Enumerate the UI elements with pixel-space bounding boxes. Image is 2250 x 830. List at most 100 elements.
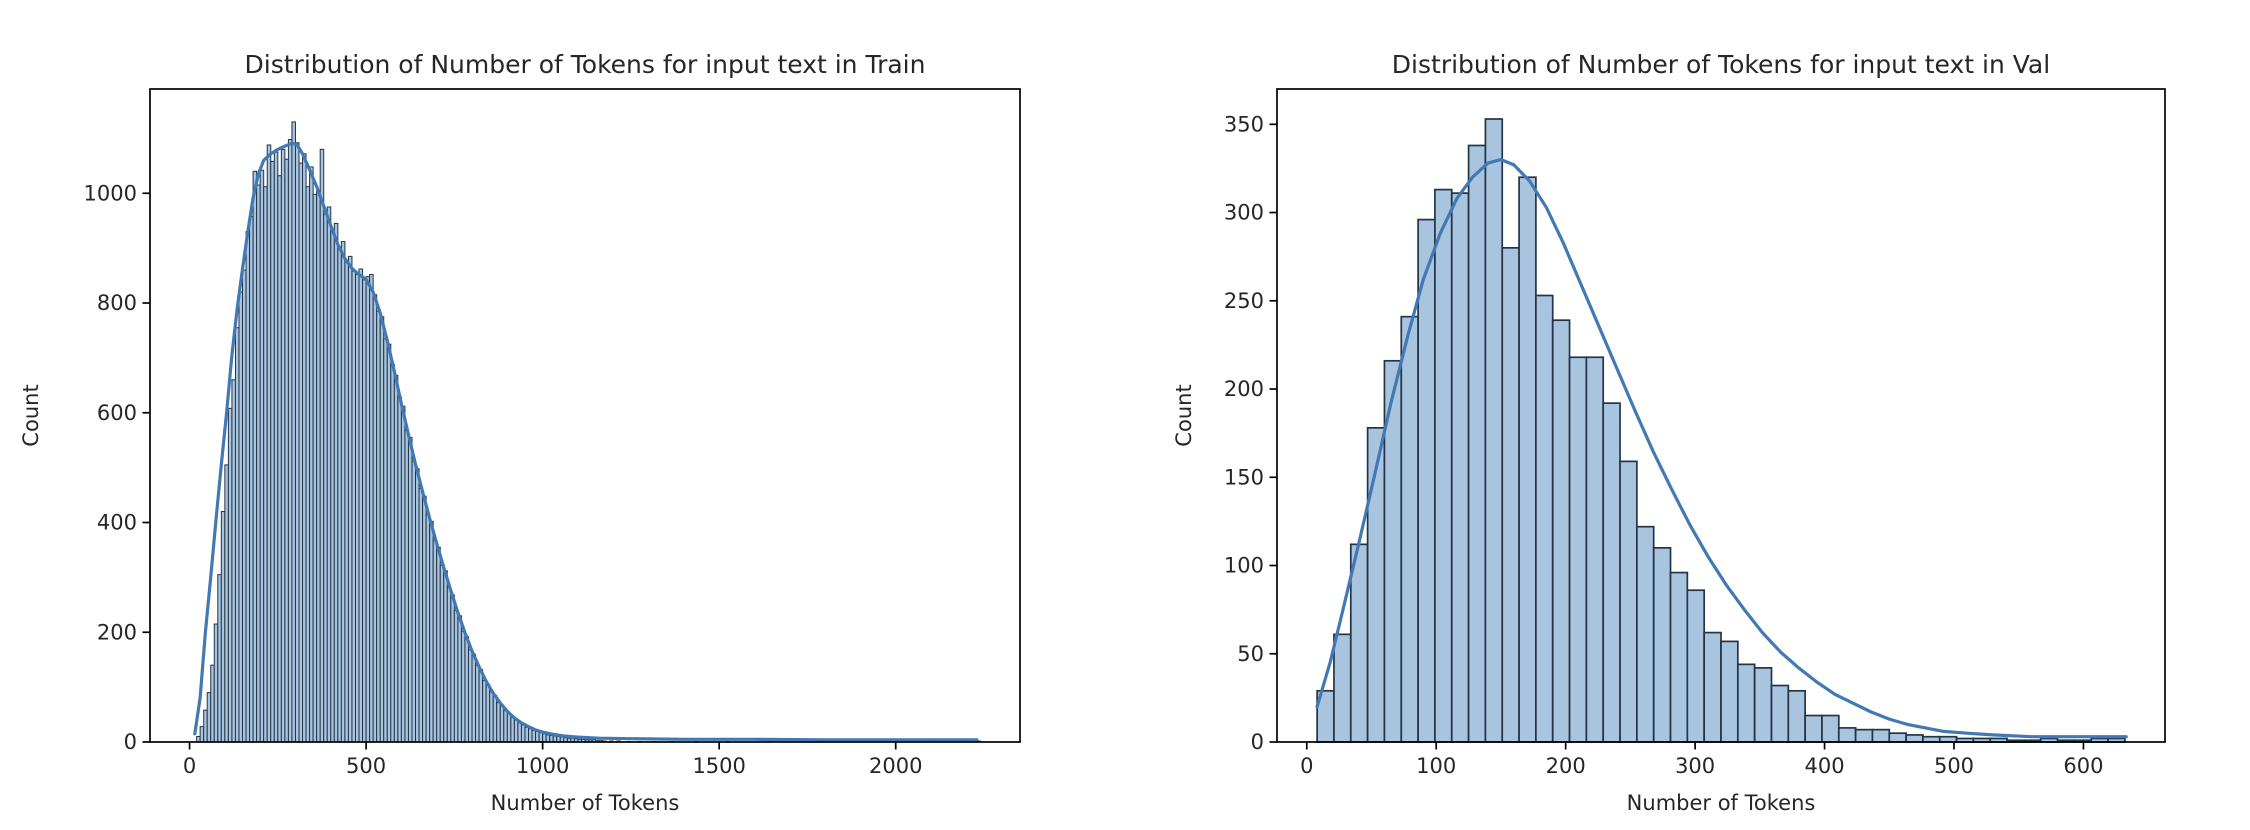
- histogram-bar: [1551, 319, 1571, 743]
- x-tick-label: 400: [1805, 754, 1845, 778]
- histogram-bar: [467, 649, 473, 743]
- histogram-bar: [365, 276, 371, 743]
- histogram-bar: [1753, 667, 1773, 743]
- histogram-bar: [1450, 192, 1470, 743]
- histogram-bar: [393, 374, 399, 743]
- histogram-bar: [450, 594, 455, 743]
- histogram-bar: [1467, 144, 1487, 743]
- histogram-bar: [344, 259, 349, 743]
- histogram-bar: [1804, 714, 1823, 743]
- histogram-bar: [1333, 633, 1352, 743]
- x-axis-label: Number of Tokens: [491, 791, 680, 815]
- histogram-bar: [496, 701, 501, 743]
- x-tick-label: 500: [346, 754, 386, 778]
- chart-title: Distribution of Number of Tokens for inp…: [1392, 50, 2050, 79]
- histogram-bar: [513, 719, 519, 743]
- x-tick-label: 1000: [516, 754, 569, 778]
- histogram-bar: [259, 169, 265, 743]
- histogram-bar: [1417, 218, 1436, 743]
- y-tick-label: 50: [1237, 642, 1264, 666]
- histogram-bar: [263, 186, 268, 743]
- histogram-bar: [1602, 402, 1621, 743]
- plot-border: [1276, 88, 2166, 743]
- y-tick-label: 0: [124, 730, 137, 754]
- val-histogram-chart: 0 100 200 300 400 500 600 0 50 100 150 200 250 300 350…: [1172, 50, 2166, 815]
- histogram-bar: [425, 513, 431, 743]
- y-tick-label: 800: [97, 291, 137, 315]
- histogram-bar: [287, 138, 293, 743]
- histogram-bar: [323, 213, 328, 743]
- x-tick-label: 0: [183, 754, 196, 778]
- histogram-bar: [485, 683, 491, 743]
- histogram-bar: [520, 724, 526, 743]
- histogram-bar: [1636, 525, 1655, 743]
- x-axis-label: Number of Tokens: [1627, 791, 1816, 815]
- x-tick-label: 300: [1675, 754, 1715, 778]
- plot-border: [149, 88, 1021, 743]
- histogram-bar: [390, 363, 395, 743]
- histogram-bar: [1501, 246, 1520, 743]
- histogram-bar: [552, 735, 558, 743]
- y-tick-label: 200: [97, 620, 137, 644]
- histogram-bar: [358, 268, 364, 743]
- histogram-bar: [245, 231, 251, 743]
- x-tick-label: 2000: [869, 754, 922, 778]
- histogram-bar: [316, 190, 321, 743]
- histogram-bar: [482, 680, 487, 743]
- histogram-bar: [340, 241, 346, 743]
- histogram-bar: [305, 186, 311, 743]
- histogram-bar: [1871, 728, 1891, 743]
- x-tick-label: 600: [2063, 754, 2103, 778]
- histogram-bar: [528, 728, 533, 743]
- histogram-bar: [1669, 571, 1689, 743]
- histogram-bar: [404, 429, 409, 743]
- histogram-bar: [249, 215, 254, 743]
- histogram-bar: [1619, 460, 1638, 743]
- histogram-bar: [213, 623, 219, 743]
- histogram-bar: [372, 294, 378, 743]
- y-axis-label: Count: [1172, 384, 1196, 446]
- histogram-bar: [309, 166, 314, 743]
- histogram-bar: [535, 731, 540, 743]
- histogram-bar: [337, 246, 342, 743]
- histogram-bar: [503, 709, 508, 743]
- y-axis-label: Count: [19, 384, 43, 446]
- histogram-bar: [436, 546, 441, 743]
- histogram-bar: [294, 142, 300, 743]
- histogram-bar: [1568, 356, 1588, 743]
- histogram-bar: [284, 158, 289, 743]
- histogram-bar: [220, 511, 226, 743]
- histogram-bar: [542, 733, 547, 743]
- histogram-bar: [1400, 315, 1419, 743]
- histogram-bar: [224, 464, 229, 743]
- histogram-bar: [1854, 728, 1874, 743]
- histogram-bar: [411, 460, 417, 743]
- y-tick-label: 100: [1224, 554, 1264, 578]
- histogram-bar: [1686, 589, 1706, 743]
- histogram-bar: [347, 255, 353, 743]
- histogram-bar: [506, 712, 512, 743]
- histogram-bar: [1905, 734, 1924, 743]
- y-tick-label: 1000: [84, 181, 137, 205]
- histogram-bar: [203, 709, 208, 743]
- kde-curve: [193, 141, 979, 742]
- x-tick-label: 0: [1300, 754, 1313, 778]
- histogram-bar: [1787, 689, 1806, 743]
- y-tick-label: 200: [1224, 377, 1264, 401]
- histogram-bar: [1703, 631, 1722, 743]
- histogram-bar: [326, 206, 332, 743]
- histogram-bar: [234, 327, 240, 743]
- histogram-bar: [460, 630, 466, 743]
- histogram-bar: [492, 694, 498, 743]
- y-tick-label: 250: [1224, 289, 1264, 313]
- histogram-bar: [319, 148, 325, 743]
- train-histogram-chart: 0 500 1000 1500 2000 0 200 400 600 800 1000 Distrib…: [19, 50, 1021, 815]
- histogram-bar: [256, 184, 261, 743]
- histogram-bar: [355, 273, 360, 743]
- histogram-bar: [439, 564, 445, 743]
- histogram-bar: [499, 705, 505, 743]
- histogram-bar: [362, 279, 367, 743]
- histogram-bar: [369, 273, 374, 743]
- x-tick-label: 1500: [692, 754, 745, 778]
- histogram-bar: [351, 270, 356, 743]
